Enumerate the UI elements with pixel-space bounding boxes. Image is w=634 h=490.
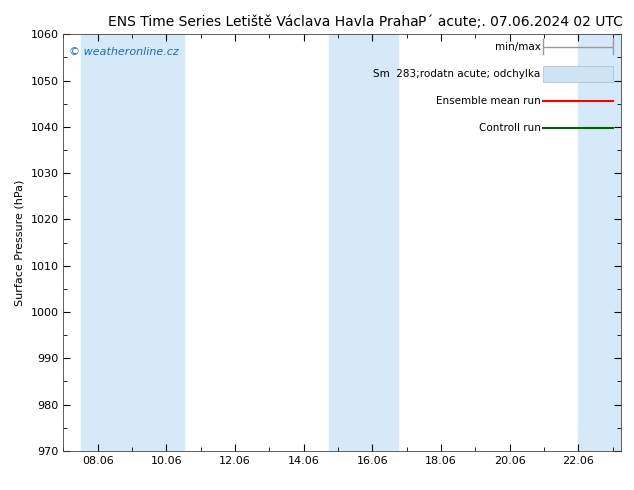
Text: ENS Time Series Letiště Václava Havla Praha: ENS Time Series Letiště Václava Havla Pr… xyxy=(108,15,418,29)
Bar xyxy=(81,34,184,451)
Y-axis label: Surface Pressure (hPa): Surface Pressure (hPa) xyxy=(15,179,25,306)
Text: P´ acute;. 07.06.2024 02 UTC: P´ acute;. 07.06.2024 02 UTC xyxy=(418,15,623,29)
Bar xyxy=(578,34,621,451)
Text: Controll run: Controll run xyxy=(479,123,540,133)
Bar xyxy=(330,34,398,451)
Text: Sm  283;rodatn acute; odchylka: Sm 283;rodatn acute; odchylka xyxy=(373,69,540,79)
Text: Ensemble mean run: Ensemble mean run xyxy=(436,96,540,106)
Text: min/max: min/max xyxy=(495,42,540,52)
Text: © weatheronline.cz: © weatheronline.cz xyxy=(69,47,179,57)
Bar xyxy=(543,66,613,82)
